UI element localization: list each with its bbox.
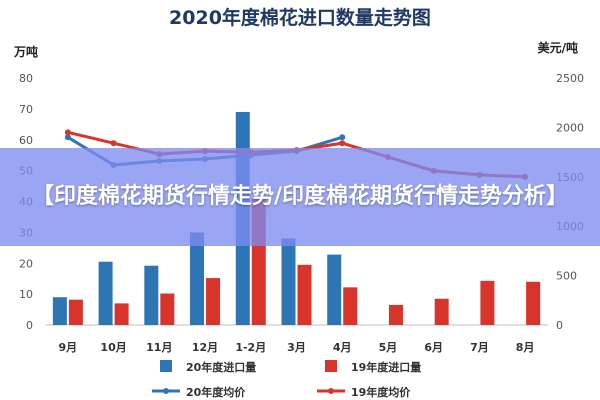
chart-title: 2020年度棉花进口数量走势图 bbox=[169, 6, 431, 29]
legend-label: 19年度进口量 bbox=[351, 360, 421, 374]
right-tick-label: 2000 bbox=[556, 121, 584, 134]
legend-label: 20年度进口量 bbox=[186, 360, 256, 374]
bar-19-3 bbox=[206, 278, 221, 325]
left-tick-label: 0 bbox=[26, 319, 33, 332]
bar-19-2 bbox=[160, 293, 175, 325]
legend-swatch bbox=[325, 360, 337, 372]
left-axis-unit: 万吨 bbox=[13, 44, 38, 59]
bar-20-6 bbox=[327, 254, 342, 325]
category-label: 8月 bbox=[516, 341, 535, 354]
overlay-headline: 【印度棉花期货行情走势/印度棉花期货行情走势分析】 bbox=[31, 184, 569, 209]
bar-20-2 bbox=[144, 265, 159, 325]
bar-19-6 bbox=[343, 287, 358, 325]
legend: 20年度进口量 19年度进口量 20年度均价 19年度均价 bbox=[152, 360, 421, 399]
left-tick-label: 20 bbox=[19, 257, 33, 270]
bar-20-1 bbox=[98, 261, 113, 325]
legend-marker bbox=[163, 388, 169, 394]
category-label: 9月 bbox=[59, 341, 78, 354]
category-label: 6月 bbox=[424, 341, 443, 354]
bar-19-9 bbox=[480, 280, 495, 325]
category-label: 4月 bbox=[333, 341, 352, 354]
left-tick-label: 60 bbox=[19, 134, 33, 147]
category-labels: 9月 10月 11月 12月 1-2月 3月 4月 5月 6月 7月 8月 bbox=[59, 341, 535, 354]
legend-label: 20年度均价 bbox=[186, 385, 246, 399]
right-axis-unit: 美元/吨 bbox=[538, 40, 578, 55]
line-point bbox=[110, 140, 117, 147]
left-tick-label: 80 bbox=[19, 72, 33, 85]
right-tick-label: 0 bbox=[556, 319, 563, 332]
bar-20-3 bbox=[190, 232, 205, 325]
bar-19-8 bbox=[434, 298, 449, 325]
left-tick-label: 70 bbox=[19, 103, 33, 116]
bar-19-1 bbox=[114, 303, 129, 325]
category-label: 3月 bbox=[287, 341, 306, 354]
right-tick-label: 500 bbox=[556, 270, 577, 283]
category-label: 5月 bbox=[379, 341, 398, 354]
category-label: 11月 bbox=[146, 341, 172, 354]
bar-20-5 bbox=[281, 238, 296, 325]
bar-19-7 bbox=[388, 304, 403, 325]
line-point bbox=[339, 140, 346, 147]
left-tick-label: 10 bbox=[19, 288, 33, 301]
category-label: 12月 bbox=[192, 341, 218, 354]
category-label: 1-2月 bbox=[235, 341, 266, 354]
line-point bbox=[64, 134, 71, 141]
bar-19-5 bbox=[297, 264, 312, 325]
bar-19-0 bbox=[68, 299, 83, 325]
right-tick-label: 2500 bbox=[556, 72, 584, 85]
bar-series bbox=[52, 111, 541, 326]
category-label: 7月 bbox=[470, 341, 489, 354]
bar-19-10 bbox=[526, 281, 541, 325]
title-overlay-banner: 【印度棉花期货行情走势/印度棉花期货行情走势分析】 bbox=[0, 148, 600, 246]
line-point bbox=[339, 134, 346, 141]
legend-marker bbox=[328, 388, 334, 394]
bar-20-0 bbox=[52, 297, 67, 325]
legend-label: 19年度均价 bbox=[351, 385, 411, 399]
legend-swatch bbox=[160, 360, 172, 372]
category-label: 10月 bbox=[100, 341, 126, 354]
line-point bbox=[64, 129, 71, 136]
